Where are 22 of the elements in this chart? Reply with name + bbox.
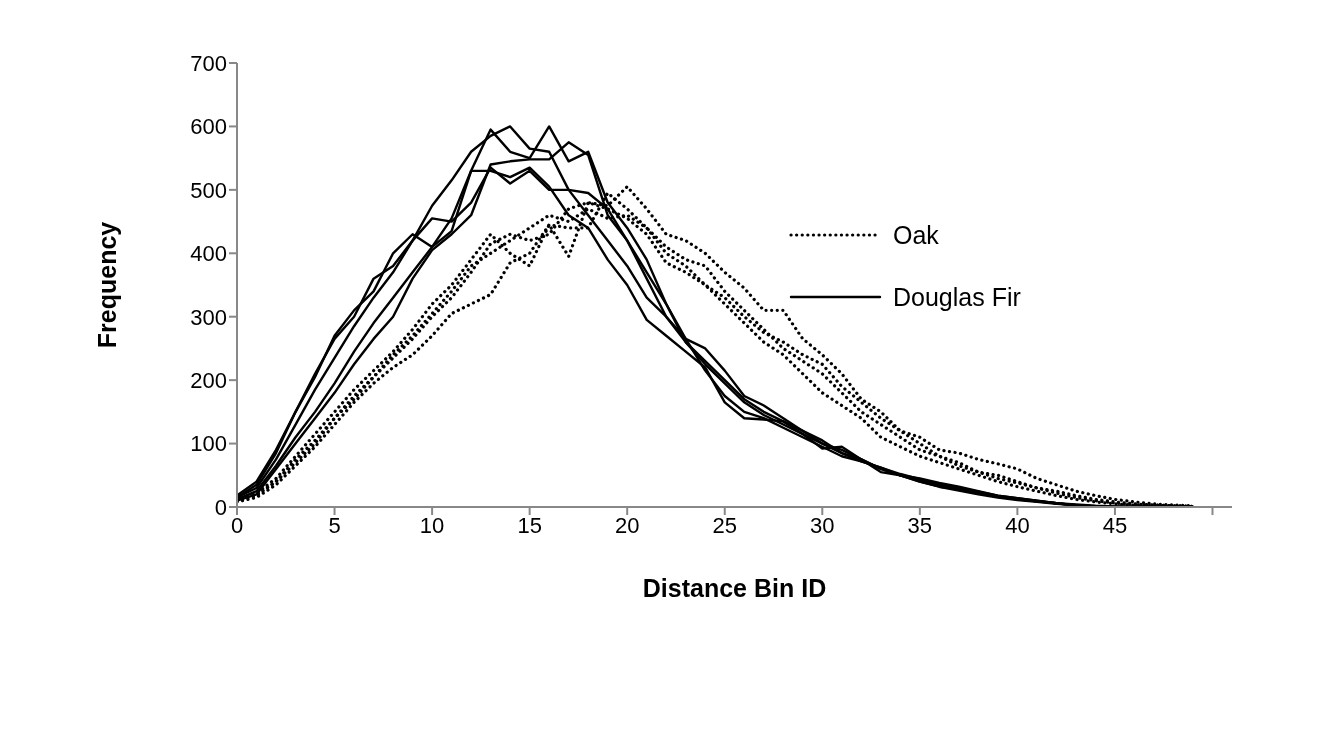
legend-label: Douglas Fir <box>893 282 1021 312</box>
x-tick-label: 25 <box>712 512 737 538</box>
y-tick-label: 400 <box>190 241 227 267</box>
x-tick-label: 40 <box>1005 512 1030 538</box>
x-tick-label: 35 <box>907 512 933 538</box>
y-tick-label: 700 <box>190 50 227 76</box>
y-tick-label: 0 <box>214 494 227 520</box>
y-axis-title: Frequency <box>92 221 121 349</box>
legend-label: Oak <box>893 220 939 250</box>
y-tick-label: 100 <box>190 431 227 457</box>
x-tick-label: 30 <box>810 512 835 538</box>
x-tick-label: 20 <box>614 512 640 538</box>
x-axis-title: Distance Bin ID <box>642 574 827 602</box>
x-tick-label: 45 <box>1102 512 1128 538</box>
y-tick-label: 200 <box>190 367 227 393</box>
x-tick-label: 15 <box>517 512 542 538</box>
y-tick-label: 300 <box>190 304 227 330</box>
x-tick-label: 5 <box>328 512 341 538</box>
y-tick-label: 600 <box>190 114 227 140</box>
x-tick-label: 0 <box>230 512 244 538</box>
y-tick-label: 500 <box>190 177 227 203</box>
x-tick-label: 10 <box>419 512 445 538</box>
